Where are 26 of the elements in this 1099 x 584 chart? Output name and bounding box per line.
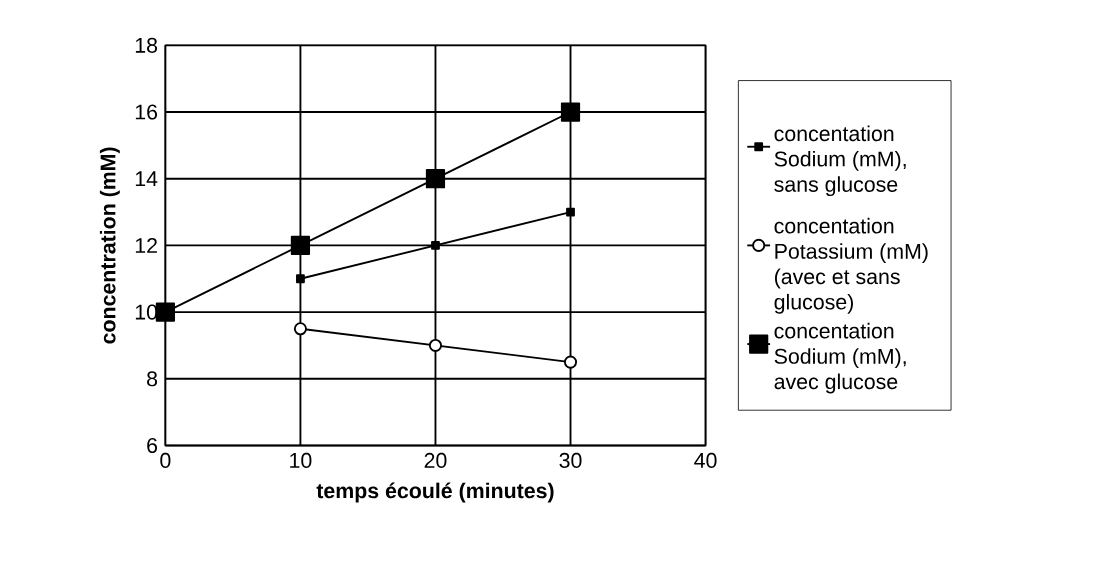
y-tick-label: 14 (135, 171, 158, 186)
x-tick-label: 40 (694, 452, 717, 468)
legend-label: concentation Potassium (mM) (avec et sans glucose) (774, 217, 928, 314)
x-tick-label: 30 (559, 452, 582, 468)
point (431, 240, 440, 250)
y-tick-label: 6 (147, 437, 158, 453)
y-tick-label: 12 (135, 237, 157, 253)
point (290, 235, 311, 255)
point (428, 338, 443, 352)
point (296, 274, 305, 284)
point (425, 169, 446, 189)
point (155, 302, 175, 322)
legend-label: concentation Sodium (mM), sans glucose (774, 125, 906, 197)
point (293, 322, 307, 336)
x-tick-label: 0 (160, 452, 171, 468)
point (563, 355, 578, 369)
y-tick-label: 18 (135, 37, 158, 53)
legend-label: concentation Sodium (mM), avec glucose (774, 322, 906, 394)
x-tick-label: 20 (424, 452, 447, 468)
y-tick-label: 16 (135, 104, 158, 120)
x-tick-label: 10 (290, 452, 312, 468)
point (560, 102, 581, 122)
point (566, 207, 575, 217)
y-axis-title: concentration (mM) (99, 147, 120, 344)
y-tick-label: 8 (147, 371, 158, 387)
x-axis-title: temps écoulé (minutes) (316, 482, 554, 503)
